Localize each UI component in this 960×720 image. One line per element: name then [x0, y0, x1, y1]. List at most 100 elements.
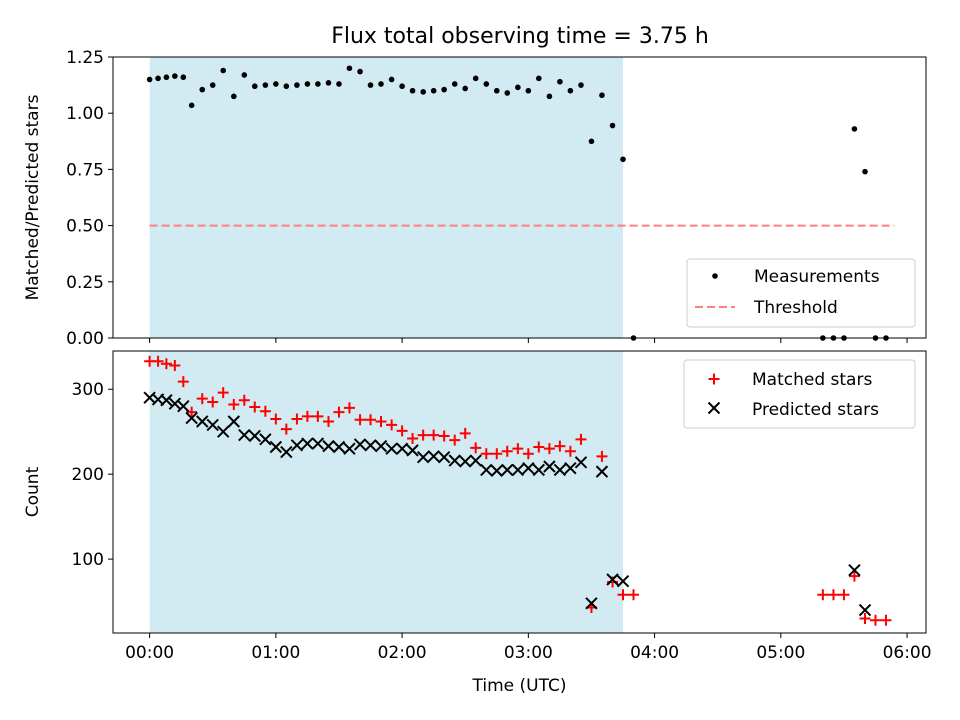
predicted-star-point — [522, 462, 535, 475]
observing-span — [149, 351, 624, 633]
predicted-star-point — [395, 442, 409, 455]
matched-star-point — [533, 441, 545, 453]
measurement-point — [346, 65, 353, 72]
measurement-point — [209, 82, 216, 88]
ratio-plot-frame — [112, 56, 927, 339]
ratio-legend: Measurements Threshold — [686, 258, 916, 328]
measurement-point — [304, 81, 311, 87]
x-tick-label: 02:00 — [378, 643, 427, 663]
measurement-point — [163, 74, 170, 81]
predicted-star-point — [406, 444, 419, 457]
count-panel: 00:00 01:00 02:00 03:00 04:00 05:00 06:00 100 20… — [23, 350, 932, 696]
y-tick-label: 100 — [72, 550, 104, 570]
measurement-point — [155, 75, 161, 82]
matched-star-point — [522, 448, 534, 460]
predicted-star-point — [448, 454, 461, 467]
matched-star-point — [838, 589, 850, 601]
predicted-star-point — [322, 439, 335, 453]
count-y-axis-label: Count — [23, 466, 43, 517]
matched-star-point — [365, 414, 377, 426]
predicted-star-point — [290, 439, 304, 452]
predicted-star-point — [469, 454, 482, 467]
predicted-star-point — [532, 463, 546, 477]
measurement-point — [378, 81, 384, 87]
measurement-point — [515, 84, 521, 91]
predicted-star-point — [269, 440, 283, 454]
measurement-point — [483, 81, 490, 87]
predicted-star-point — [206, 418, 219, 432]
matched-star-point — [554, 440, 566, 452]
measurement-point — [420, 89, 426, 95]
measurement-point — [188, 102, 195, 109]
matched-star-point — [459, 427, 471, 439]
legend-matched-marker — [708, 373, 720, 385]
y-tick-label: 1.00 — [66, 104, 104, 124]
matched-star-point — [848, 570, 860, 582]
predicted-star-point — [553, 463, 567, 477]
predicted-star-point — [160, 394, 173, 407]
matched-star-point — [428, 429, 440, 441]
matched-star-point — [880, 614, 892, 626]
measurement-point — [251, 83, 258, 90]
matched-star-point — [480, 448, 492, 460]
predicted-star-point — [177, 400, 190, 413]
x-tick-label: 05:00 — [756, 643, 805, 663]
matched-star-point — [152, 355, 164, 367]
legend-box — [683, 359, 916, 429]
matched-star-point — [596, 450, 608, 462]
matched-star-point — [207, 396, 219, 408]
measurement-point — [146, 76, 153, 83]
measurement-point — [325, 80, 332, 86]
measurement-point — [367, 82, 374, 88]
x-axis-label: Time (UTC) — [472, 676, 567, 696]
predicted-star-point — [280, 445, 293, 459]
ratio-marks — [146, 65, 895, 341]
measurement-point — [451, 81, 458, 87]
measurement-point — [315, 81, 321, 87]
x-tick-label: 01:00 — [251, 643, 300, 663]
measurement-point — [294, 82, 300, 88]
predicted-star-point — [364, 439, 377, 452]
predicted-star-point — [416, 450, 430, 464]
matched-star-point — [343, 402, 355, 414]
matched-star-point — [564, 445, 576, 457]
matched-star-point — [543, 443, 555, 455]
predicted-star-point — [437, 450, 451, 464]
measurement-point — [220, 67, 227, 74]
measurement-point — [180, 74, 187, 81]
predicted-star-point — [227, 415, 241, 428]
observing-span — [149, 57, 624, 338]
legend-matched-label: Matched stars — [752, 370, 872, 390]
y-tick-label: 1.25 — [66, 48, 104, 68]
matched-star-point — [501, 445, 513, 457]
measurement-point — [588, 138, 595, 145]
measurement-point — [493, 87, 500, 94]
y-tick-label: 300 — [72, 380, 104, 400]
measurement-point — [409, 87, 416, 94]
predicted-star-point — [606, 573, 619, 586]
predicted-star-point — [259, 433, 272, 446]
legend-predicted-label: Predicted stars — [752, 400, 879, 420]
matched-star-point — [396, 425, 408, 437]
measurement-point — [609, 122, 616, 129]
legend-threshold-label: Threshold — [753, 298, 838, 318]
matched-star-point — [449, 434, 461, 446]
predicted-star-point — [217, 425, 230, 438]
predicted-star-point — [311, 437, 325, 450]
ratio-y-axis-label: Matched/Predicted stars — [23, 94, 43, 300]
predicted-star-point — [168, 397, 182, 410]
predicted-star-point — [574, 456, 588, 469]
matched-star-point — [312, 410, 324, 422]
matched-star-point — [470, 442, 482, 454]
predicted-star-point — [248, 429, 261, 443]
x-tick-label: 06:00 — [883, 643, 932, 663]
x-tick-label: 03:00 — [504, 643, 553, 663]
matched-star-point — [249, 401, 261, 413]
measurement-point — [441, 86, 447, 93]
measurement-point — [336, 81, 342, 87]
matched-star-point — [375, 416, 387, 427]
predicted-star-point — [301, 437, 314, 450]
legend-measurements-marker — [712, 273, 718, 279]
predicted-star-point — [480, 463, 493, 477]
matched-star-point — [870, 614, 882, 626]
